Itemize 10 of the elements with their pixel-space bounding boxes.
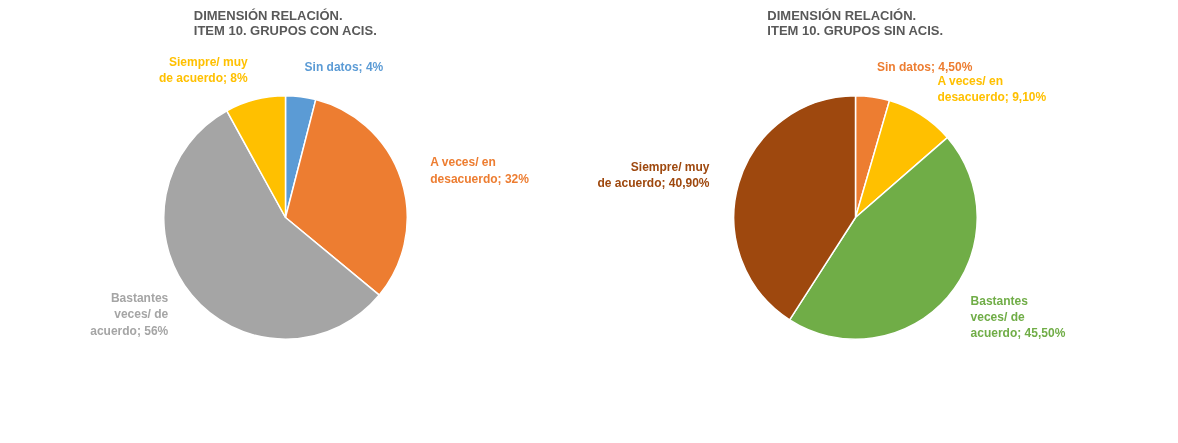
chart-title: DIMENSIÓN RELACIÓN. ITEM 10. GRUPOS SIN ACIS. [767, 7, 944, 38]
slice-label: A veces/ en desacuerdo; 32% [430, 155, 530, 186]
slice-label: Siempre/ muy de acuerdo; 40,90% [597, 159, 710, 190]
slice-label: Bastantes veces/ de acuerdo; 56% [90, 291, 169, 338]
chart-title: DIMENSIÓN RELACIÓN. ITEM 10. GRUPOS CON ACIS. [193, 7, 377, 38]
slice-label: Sin datos; 4% [304, 59, 384, 74]
slice-label: A veces/ en desacuerdo; 9,10% [937, 74, 1047, 105]
slice-label: Siempre/ muy de acuerdo; 8% [158, 55, 248, 86]
slice-label: Sin datos; 4,50% [876, 59, 973, 74]
slice-label: Bastantes veces/ de acuerdo; 45,50% [970, 293, 1066, 341]
